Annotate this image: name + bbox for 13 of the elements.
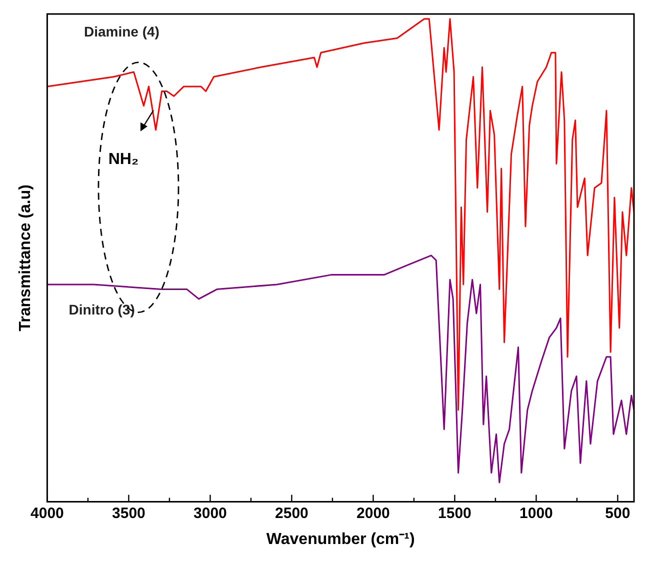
x-tick-label: 2000 [356,504,390,522]
x-tick-label: 3000 [194,504,227,522]
text: Diamine (4) [84,24,160,40]
x-tick-label: 4000 [30,504,64,522]
x-tick-label: 1500 [438,504,472,522]
x-tick-label: 2500 [275,504,308,522]
series-label: Dinitro (3) [68,301,135,318]
annotation: NH₂ [107,150,140,170]
x-tick-label: 1000 [520,504,553,522]
x-tick-label: 500 [605,504,630,522]
y-axis-title: Transmittance (a.u) [17,184,34,332]
x-axis-title: Wavenumber (cm⁻¹) [266,530,415,548]
x-tick-label: 3500 [112,504,146,522]
